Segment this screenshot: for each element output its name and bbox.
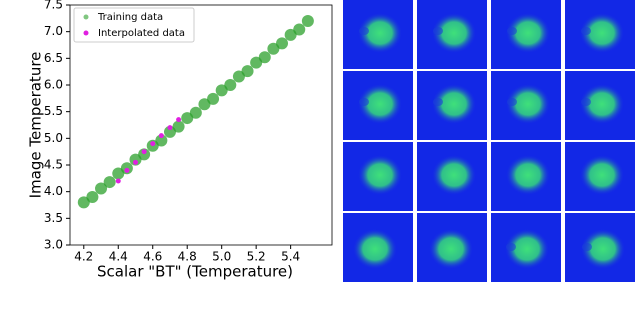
image-grid — [343, 0, 635, 282]
y-tick-label: 5.0 — [44, 131, 63, 145]
point — [155, 134, 168, 147]
y-tick-label: 5.5 — [44, 104, 63, 118]
point — [163, 125, 176, 138]
legend-text: Interpolated data — [98, 28, 185, 39]
blob — [358, 155, 402, 195]
point — [276, 37, 289, 50]
point — [293, 23, 306, 36]
blob-notch — [433, 27, 443, 35]
blob — [505, 229, 549, 269]
blob-notch — [359, 27, 369, 35]
blob — [432, 155, 476, 195]
y-tick-label: 3.0 — [44, 238, 63, 252]
blob — [581, 229, 625, 269]
point — [141, 149, 147, 155]
x-tick-label: 5.4 — [281, 250, 300, 264]
x-tick-label: 4.4 — [109, 250, 128, 264]
blob — [358, 13, 402, 53]
y-tick-label: 6.5 — [44, 51, 63, 65]
blob-notch — [507, 98, 517, 106]
blob-notch — [581, 98, 591, 106]
x-tick-label: 4.2 — [74, 250, 93, 264]
y-axis-label: Image Temperature — [27, 52, 45, 199]
point — [129, 153, 142, 166]
blob-notch — [582, 243, 592, 251]
y-tick-label: 3.5 — [44, 211, 63, 225]
blob — [506, 13, 550, 53]
point — [189, 106, 202, 119]
x-tick-label: 4.6 — [143, 250, 162, 264]
x-tick-label: 4.8 — [178, 250, 197, 264]
point — [267, 42, 280, 55]
point — [77, 196, 90, 209]
legend-text: Training data — [97, 12, 163, 23]
blob — [353, 229, 397, 269]
blob-notch — [581, 27, 591, 35]
point — [258, 51, 271, 64]
blob — [432, 84, 476, 124]
point — [86, 191, 99, 203]
point — [176, 117, 182, 123]
blob-notch — [506, 243, 516, 251]
blob — [506, 155, 550, 195]
point — [198, 98, 211, 111]
blob — [580, 84, 624, 124]
blob — [429, 229, 473, 269]
blob — [506, 84, 550, 124]
point — [301, 15, 314, 27]
blob-notch — [359, 98, 369, 106]
point — [138, 148, 151, 161]
legend-marker — [83, 14, 89, 20]
blob — [580, 155, 624, 195]
y-tick-label: 4.5 — [44, 158, 63, 172]
blob-notch — [433, 98, 443, 106]
blob-notch — [507, 27, 517, 35]
point — [181, 112, 194, 125]
point — [133, 159, 138, 165]
blob — [432, 13, 476, 53]
point — [207, 92, 220, 105]
point — [124, 167, 130, 173]
point — [250, 56, 263, 69]
legend-marker — [83, 30, 89, 36]
point — [115, 178, 121, 184]
blob — [358, 84, 402, 124]
x-tick-label: 5.2 — [247, 250, 266, 264]
point — [158, 133, 164, 139]
plot-frame — [69, 4, 333, 246]
legend-box — [73, 7, 195, 43]
blob — [580, 13, 624, 53]
y-tick-label: 6.0 — [44, 78, 63, 92]
point — [215, 84, 228, 97]
y-tick-label: 4.0 — [44, 184, 63, 198]
x-axis-label: Scalar "BT" (Temperature) — [97, 263, 293, 281]
y-tick-label: 7.5 — [44, 0, 63, 12]
point — [167, 125, 173, 131]
x-tick-label: 5.0 — [212, 250, 231, 264]
y-tick-label: 7.0 — [44, 24, 63, 38]
point — [95, 182, 108, 195]
point — [150, 141, 156, 147]
point — [232, 70, 245, 83]
point — [172, 120, 185, 133]
point — [112, 167, 125, 180]
point — [241, 65, 254, 78]
point — [284, 28, 297, 41]
point — [103, 176, 116, 189]
point — [224, 79, 237, 91]
